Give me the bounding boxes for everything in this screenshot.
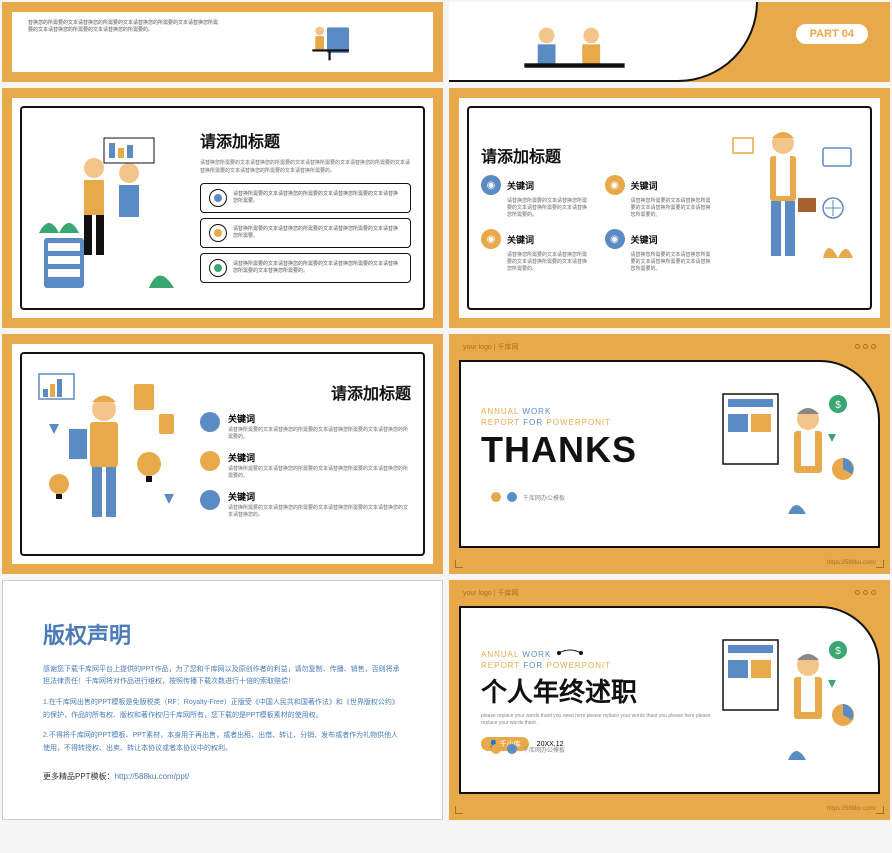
keyword-desc: 请替换您所需要的文本请替换您所需要的文本请替换所需要的文本请替换您所需要的。 bbox=[605, 252, 713, 273]
footer: 千库网办公模板 bbox=[491, 744, 565, 754]
slide-title: 请添加标题 bbox=[481, 143, 712, 167]
footer-icon-2 bbox=[507, 744, 517, 754]
keyword-icon: ◉ bbox=[481, 175, 501, 195]
bullet-text: 请替换所需要的文本请替换您的所需要的文本请替换您所需要的文本请替换您所需要。 bbox=[233, 226, 402, 240]
keyword-item: ◉ 关键词请替换您所需要的文本请替换您所需要的文本请替换所需要的文本请替换您所需要… bbox=[481, 229, 589, 273]
keyword-item: ◉ 关键词请替换您所需要的文本请替换您所需要的文本请替换所需要的文本请替换您所需要… bbox=[605, 175, 713, 219]
deco-dots bbox=[855, 590, 876, 595]
copyright-title: 版权声明 bbox=[43, 618, 402, 650]
slide-4: 请添加标题 ◉关键词请替换您所需要的文本请替换您所需要的文本请替换所需要的文本请… bbox=[449, 88, 890, 328]
keyword-desc: 请替换您所需要的文本请替换您所需要的文本请替换所需要的文本请替换您所需要的。 bbox=[481, 252, 589, 273]
white-panel bbox=[449, 2, 758, 82]
footer-icon-1 bbox=[491, 492, 501, 502]
slide-1-partial: 替换您的所需要的文本请替换您的所需要的文本请替换您的所需要的文本请替换您所需要的… bbox=[2, 2, 443, 82]
illustration-ideas bbox=[34, 366, 184, 542]
bullet-icon bbox=[209, 224, 227, 242]
keyword-row: 关键词请替换所需要的文本请替换您的所需要的文本请替换您所需要的文本请替换您的所需… bbox=[200, 412, 411, 441]
keyword-title: 关键词 bbox=[228, 490, 411, 503]
keyword-label: 关键词 bbox=[631, 233, 658, 246]
svg-text:$: $ bbox=[835, 400, 841, 411]
bullet-icon bbox=[209, 189, 227, 207]
keyword-item: ◉ 关键词请替换您所需要的文本请替换您所需要的文本请替换所需要的文本请替换您所需要… bbox=[605, 229, 713, 273]
annual-line2: REPORT FOR POWERPONIT bbox=[481, 661, 718, 670]
illustration-chair bbox=[237, 20, 417, 64]
deco-dots bbox=[855, 344, 876, 349]
subtitle: 请替换您所需要的文本请替换您的所需要的文本请替换所需要的文本请替换您的所需要的文… bbox=[200, 160, 411, 175]
keyword-icon: ◉ bbox=[605, 229, 625, 249]
keyword-body: 请替换所需要的文本请替换您的所需要的文本请替换您所需要的文本请替换您的所需要的。 bbox=[228, 427, 411, 441]
keyword-desc: 请替换您所需要的文本请替换您所需要的文本请替换所需要的文本请替换您所需要的。 bbox=[481, 198, 589, 219]
copyright-p2: 1.在千库网出售的PPT模板是免版税类（RF：Royalty-Free）正版受《… bbox=[43, 697, 402, 722]
slide-2-partial: PART 04 bbox=[449, 2, 890, 82]
annual-line2: REPORT FOR POWERPONIT bbox=[481, 418, 718, 427]
copyright-p1: 感谢您下载千库网平台上提供的PPT作品，为了您和千库网以及原创作者的利益，请勿复… bbox=[43, 664, 402, 689]
keyword-desc: 请替换您所需要的文本请替换您所需要的文本请替换所需要的文本请替换您所需要的。 bbox=[605, 198, 713, 219]
illustration-office bbox=[34, 120, 184, 296]
slide-title: 请添加标题 bbox=[200, 128, 411, 152]
keyword-row: 关键词请替换所需要的文本请替换您的所需要的文本请替换您所需要的文本请替换您的所需… bbox=[200, 451, 411, 480]
slide-3: 请添加标题 请替换您所需要的文本请替换您的所需要的文本请替换所需要的文本请替换您… bbox=[2, 88, 443, 328]
keyword-body: 请替换所需要的文本请替换您的所需要的文本请替换您所需要的文本请替换您的文本请替换… bbox=[228, 505, 411, 519]
keyword-icon: ◉ bbox=[605, 175, 625, 195]
footer-icon-2 bbox=[507, 492, 517, 502]
illustration-presenter: $ bbox=[718, 382, 858, 526]
bullet-item: 请替换所需要的文本请替换您的所需要的文本请替换您所需要的文本请替换您所需要。 bbox=[200, 218, 411, 248]
slide-title: 请添加标题 bbox=[200, 380, 411, 404]
url: https://588ku.com/ bbox=[827, 806, 876, 812]
keyword-icon bbox=[200, 490, 220, 510]
keyword-title: 关键词 bbox=[228, 451, 411, 464]
svg-text:$: $ bbox=[835, 646, 841, 657]
bullet-item: 请替换所需要的文本请替换您的所需要的文本请替换您所需要的文本请替换您所需要。 bbox=[200, 183, 411, 213]
slide-title-final: your logo | 千库网 ANNUAL WORK REPORT FOR P… bbox=[449, 580, 890, 820]
corner-br bbox=[876, 560, 884, 568]
copyright-p3: 2.不得将千库网的PPT模板、PPT素材，本身用于再出售，或者出租、出借、转让、… bbox=[43, 730, 402, 755]
illustration-businessman bbox=[728, 120, 858, 296]
logo-text: your logo | 千库网 bbox=[463, 342, 519, 352]
bullet-icon bbox=[209, 259, 227, 277]
thanks-text: THANKS bbox=[481, 429, 718, 471]
bullet-text: 请替换所需要的文本请替换您的所需要的文本请替换您所需要的文本请替换您所需要。 bbox=[233, 191, 402, 205]
logo-text: your logo | 千库网 bbox=[463, 588, 519, 598]
keyword-icon: ◉ bbox=[481, 229, 501, 249]
subtitle: please replace your words thant you need… bbox=[481, 713, 718, 727]
keyword-body: 请替换所需要的文本请替换您的所需要的文本请替换您所需要的文本请替换您的所需要的。 bbox=[228, 466, 411, 480]
corner-bl bbox=[455, 806, 463, 814]
keyword-row: 关键词请替换所需要的文本请替换您的所需要的文本请替换您所需要的文本请替换您的文本… bbox=[200, 490, 411, 519]
keyword-title: 关键词 bbox=[228, 412, 411, 425]
annual-line1: ANNUAL WORK bbox=[481, 649, 718, 659]
illustration-presenter: $ bbox=[718, 628, 858, 772]
corner-bl bbox=[455, 560, 463, 568]
keyword-label: 关键词 bbox=[507, 179, 534, 192]
keyword-label: 关键词 bbox=[631, 179, 658, 192]
annual-line1: ANNUAL WORK bbox=[481, 407, 718, 416]
main-title: 个人年终述职 bbox=[481, 672, 718, 709]
keyword-label: 关键词 bbox=[507, 233, 534, 246]
keyword-icon bbox=[200, 451, 220, 471]
bullet-item: 请替换所需要的文本请替换您的所需要的文本请替换您所需要的文本请替换您所需要的文本… bbox=[200, 253, 411, 283]
body-text: 替换您的所需要的文本请替换您的所需要的文本请替换您的所需要的文本请替换您所需要的… bbox=[28, 20, 221, 64]
url: https://588ku.com/ bbox=[827, 560, 876, 566]
corner-br bbox=[876, 806, 884, 814]
footer-icon-1 bbox=[491, 744, 501, 754]
copyright-more: 更多精品PPT模板：http://588ku.com/ppt/ bbox=[43, 771, 402, 782]
bullet-text: 请替换所需要的文本请替换您的所需要的文本请替换您所需要的文本请替换您所需要的文本… bbox=[233, 261, 402, 275]
keyword-icon bbox=[200, 412, 220, 432]
part-badge: PART 04 bbox=[794, 22, 870, 46]
footer: 千库网办公模板 bbox=[491, 492, 565, 502]
slide-copyright: 版权声明 感谢您下载千库网平台上提供的PPT作品，为了您和千库网以及原创作者的利… bbox=[2, 580, 443, 820]
slide-thanks: your logo | 千库网 ANNUAL WORK REPORT FOR P… bbox=[449, 334, 890, 574]
slide-5: 请添加标题 关键词请替换所需要的文本请替换您的所需要的文本请替换您所需要的文本请… bbox=[2, 334, 443, 574]
keyword-item: ◉ 关键词请替换您所需要的文本请替换您所需要的文本请替换所需要的文本请替换您所需要… bbox=[481, 175, 589, 219]
